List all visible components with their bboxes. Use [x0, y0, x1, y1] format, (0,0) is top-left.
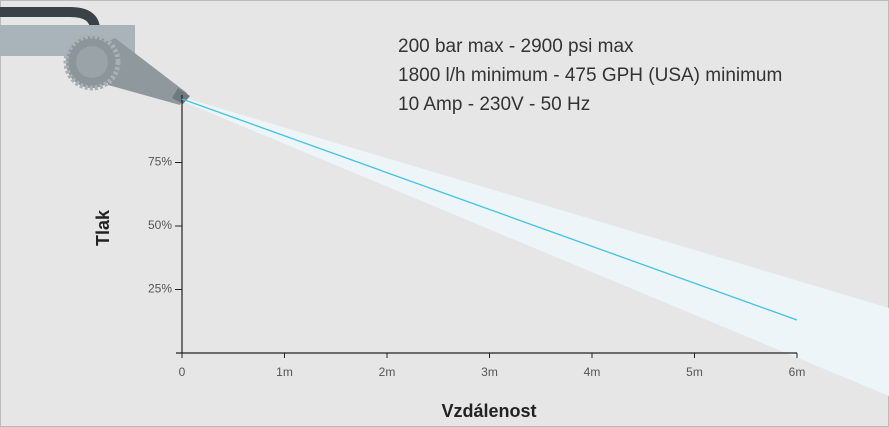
- spec-text: 200 bar max - 2900 psi max: [398, 36, 634, 57]
- y-tick-label: 50%: [148, 218, 172, 232]
- y-tick-label: 75%: [148, 155, 172, 169]
- x-tick-label: 1m: [276, 365, 293, 379]
- spray-cone: [182, 97, 889, 396]
- pressure-line: [181, 98, 798, 321]
- x-tick-label: 2m: [379, 365, 396, 379]
- x-tick-label: 0: [179, 365, 186, 379]
- spec-text: 1800 l/h minimum - 475 GPH (USA) minimum: [398, 65, 782, 86]
- x-tick-label: 4m: [584, 365, 601, 379]
- x-tick-label: 5m: [686, 365, 703, 379]
- nozzle: [100, 38, 187, 105]
- x-tick-label: 3m: [481, 365, 498, 379]
- spec-text: 10 Amp - 230V - 50 Hz: [398, 94, 590, 115]
- x-tick-label: 6m: [789, 365, 806, 379]
- x-axis-title: Vzdálenost: [441, 401, 536, 421]
- nozzle-knob-center: [76, 46, 108, 78]
- y-axis-title: Tlak: [93, 209, 113, 246]
- y-tick-label: 25%: [148, 282, 172, 296]
